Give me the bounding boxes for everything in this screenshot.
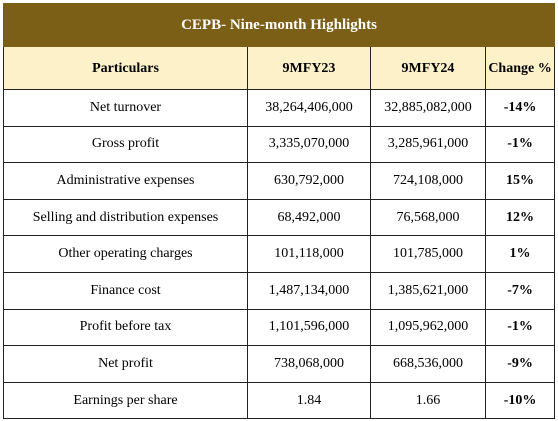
- table-row: Finance cost 1,487,134,000 1,385,621,000 -7…: [3, 271, 556, 310]
- table-cell: 1,101,596,000: [247, 308, 371, 347]
- table-cell: 1.84: [247, 381, 371, 420]
- table-cell: Earnings per share: [3, 381, 248, 420]
- header-cell: Change %: [484, 46, 556, 90]
- change-cell: 1%: [484, 235, 556, 273]
- table-row: Gross profit 3,335,070,000 3,285,961,000 -1…: [3, 125, 556, 164]
- highlights-table: CEPB- Nine-month Highlights Particulars 9…: [2, 3, 556, 420]
- table-cell: 38,264,406,000: [247, 89, 371, 127]
- table-cell: 1,385,621,000: [370, 271, 486, 310]
- table-row: Selling and distribution expenses 68,492,…: [3, 198, 556, 237]
- table-cell: Gross profit: [3, 125, 248, 164]
- table-body: Net turnover 38,264,406,000 32,885,082,000…: [3, 89, 556, 420]
- table-cell: Finance cost: [3, 271, 248, 310]
- change-cell: -10%: [484, 381, 556, 420]
- table-cell: 3,285,961,000: [370, 125, 486, 164]
- table-cell: 76,568,000: [370, 198, 486, 237]
- table-cell: Net profit: [3, 345, 248, 383]
- table-cell: 738,068,000: [247, 345, 371, 383]
- table-title: CEPB- Nine-month Highlights: [2, 3, 556, 47]
- table-cell: 724,108,000: [370, 162, 486, 200]
- table-cell: Net turnover: [3, 89, 248, 127]
- header-cell: Particulars: [3, 46, 248, 90]
- change-cell: -14%: [484, 89, 556, 127]
- table-row: Profit before tax 1,101,596,000 1,095,962,…: [3, 308, 556, 347]
- change-cell: -1%: [484, 308, 556, 347]
- change-cell: -1%: [484, 125, 556, 164]
- change-cell: -7%: [484, 271, 556, 310]
- table-cell: 32,885,082,000: [370, 89, 486, 127]
- table-row: Earnings per share 1.84 1.66 -10%: [3, 381, 556, 420]
- table-row: Administrative expenses 630,792,000 724,10…: [3, 162, 556, 200]
- header-cell: 9MFY23: [247, 46, 371, 90]
- header-row: Particulars 9MFY23 9MFY24 Change %: [3, 46, 556, 90]
- table-cell: Administrative expenses: [3, 162, 248, 200]
- table-cell: Profit before tax: [3, 308, 248, 347]
- change-cell: -9%: [484, 345, 556, 383]
- table-cell: 1,095,962,000: [370, 308, 486, 347]
- table-cell: 668,536,000: [370, 345, 486, 383]
- table-cell: 101,785,000: [370, 235, 486, 273]
- table-cell: 1,487,134,000: [247, 271, 371, 310]
- table-cell: 1.66: [370, 381, 486, 420]
- table-cell: 3,335,070,000: [247, 125, 371, 164]
- table-cell: Selling and distribution expenses: [3, 198, 248, 237]
- table-row: Other operating charges 101,118,000 101,78…: [3, 235, 556, 273]
- table-cell: 68,492,000: [247, 198, 371, 237]
- table-cell: Other operating charges: [3, 235, 248, 273]
- table-row: Net profit 738,068,000 668,536,000 -9%: [3, 345, 556, 383]
- change-cell: 12%: [484, 198, 556, 237]
- change-cell: 15%: [484, 162, 556, 200]
- table-row: Net turnover 38,264,406,000 32,885,082,000…: [3, 89, 556, 127]
- header-cell: 9MFY24: [370, 46, 486, 90]
- table-cell: 630,792,000: [247, 162, 371, 200]
- table-cell: 101,118,000: [247, 235, 371, 273]
